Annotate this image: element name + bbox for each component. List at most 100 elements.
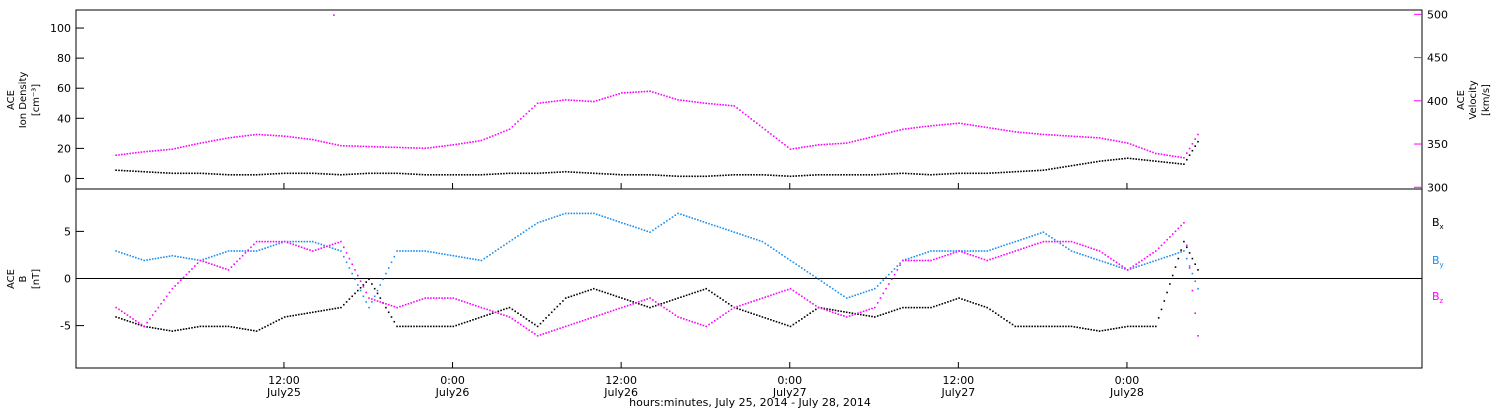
top-series-0-point <box>817 174 820 176</box>
top-series-0-point <box>756 174 758 176</box>
bottom-series-by-point <box>475 258 477 261</box>
bottom-series-by-point <box>638 227 640 230</box>
top-series-1-point <box>205 141 207 143</box>
top-series-0-point <box>604 173 606 175</box>
bottom-series-by-point <box>1053 238 1056 241</box>
bottom-series-bz-point <box>472 303 474 306</box>
legend-bx: Bx <box>1432 216 1444 231</box>
bottom-series-bx-point <box>278 319 280 321</box>
bottom-series-by-point <box>348 267 351 269</box>
top-series-0-point <box>340 174 342 176</box>
bottom-series-by-point <box>421 250 424 252</box>
bottom-series-by-point <box>373 295 376 298</box>
bottom-series-by-point <box>643 229 646 232</box>
top-series-1-point <box>778 139 781 142</box>
bottom-series-by-point <box>1073 251 1076 253</box>
top-series-0-point <box>564 170 567 173</box>
bottom-series-by-point <box>1020 238 1022 241</box>
top-series-0-point <box>281 172 283 175</box>
bottom-series-bx-point <box>463 321 466 324</box>
bottom-series-by-point <box>236 250 238 252</box>
top-series-0-point <box>143 170 145 173</box>
bottom-series-bz-point <box>416 300 418 302</box>
bottom-series-bx-point <box>983 305 986 308</box>
top-series-0-point <box>241 174 244 176</box>
bottom-series-bx-point <box>725 301 727 303</box>
bottom-series-by-point <box>255 250 258 252</box>
top-series-0-point <box>677 175 679 178</box>
bottom-series-by-point <box>702 221 705 223</box>
bottom-series-by-point <box>727 229 730 232</box>
bottom-series-by-point <box>719 226 722 229</box>
bottom-series-by-point <box>143 259 145 262</box>
top-series-0-point <box>300 172 303 175</box>
top-left-tick-label-2: 40 <box>57 112 71 125</box>
bottom-series-bz-point <box>697 322 699 325</box>
bottom-series-bz-point <box>1138 261 1140 264</box>
bottom-series-bx-point <box>348 298 351 300</box>
legend-bx-sub: x <box>1440 223 1444 231</box>
bottom-series-by-point <box>1143 263 1146 265</box>
bottom-series-bz-point <box>278 240 280 243</box>
bottom-series-bx-point <box>261 327 264 330</box>
bottom-series-by-point <box>826 284 828 286</box>
top-series-1-point <box>407 147 410 149</box>
bottom-series-bz-point <box>165 295 168 298</box>
bottom-series-bx-point <box>441 325 443 328</box>
bottom-series-bx-point <box>452 325 455 328</box>
top-series-1-point <box>952 122 955 125</box>
bottom-series-bx-point <box>609 293 612 296</box>
top-series-1-point <box>1025 132 1028 134</box>
bottom-series-bx-point <box>750 312 752 314</box>
top-series-0-point <box>458 174 460 176</box>
bottom-series-bz-point <box>865 309 868 312</box>
bottom-series-bx-point <box>328 308 331 311</box>
bottom-series-by-point <box>562 213 564 216</box>
top-series-1-point <box>137 151 140 154</box>
bottom-series-by-point <box>1188 265 1191 267</box>
bottom-series-bz-point <box>1014 250 1017 252</box>
top-series-1-point <box>461 142 463 145</box>
top-series-1-point <box>253 134 255 136</box>
bottom-series-by-point <box>806 271 809 273</box>
bottom-series-bx-point <box>188 327 190 330</box>
bottom-series-bz-point <box>576 321 578 324</box>
top-series-0-point <box>486 173 488 176</box>
bottom-series-bx-point <box>699 289 702 292</box>
bottom-series-bz-point <box>725 312 727 314</box>
bottom-series-bz-point <box>118 308 120 311</box>
bottom-series-by-point <box>666 220 668 222</box>
bottom-series-bx-point <box>320 310 323 312</box>
top-series-0-point <box>806 174 809 177</box>
bottom-series-bx-point <box>792 323 795 326</box>
top-series-0-point <box>744 174 747 176</box>
bottom-series-by-point <box>907 257 910 260</box>
bottom-series-bz-point <box>657 303 660 305</box>
top-series-1-point <box>997 128 1000 131</box>
bottom-series-bx-point <box>511 308 514 311</box>
bottom-series-by-point <box>646 230 648 233</box>
bottom-series-bx-point <box>1028 325 1031 328</box>
top-series-1-point <box>579 99 581 102</box>
bottom-series-bx-point <box>604 291 606 294</box>
top-series-0-point <box>289 172 292 175</box>
top-series-0-point <box>115 169 117 171</box>
top-series-1-point <box>522 115 525 118</box>
top-series-0-point <box>222 173 224 176</box>
top-series-0-point <box>1138 158 1140 161</box>
bottom-series-bz-point <box>185 273 188 276</box>
bottom-series-bz-point <box>230 266 233 268</box>
top-series-1-point <box>503 130 505 133</box>
top-series-0-point <box>480 174 483 176</box>
top-series-0-point <box>902 172 904 175</box>
top-series-0-point <box>994 172 997 174</box>
bottom-series-bx-point <box>1023 325 1025 328</box>
top-series-0-point <box>472 174 474 176</box>
bottom-series-bx-point <box>289 315 292 317</box>
bottom-ylabel-line1: ACE <box>6 269 17 289</box>
top-series-0-point <box>1171 162 1174 164</box>
bottom-series-bz-point <box>247 249 249 251</box>
top-series-1-point <box>151 150 154 152</box>
bottom-series-bx-point <box>584 290 587 293</box>
bottom-series-bz-point <box>1028 245 1031 248</box>
